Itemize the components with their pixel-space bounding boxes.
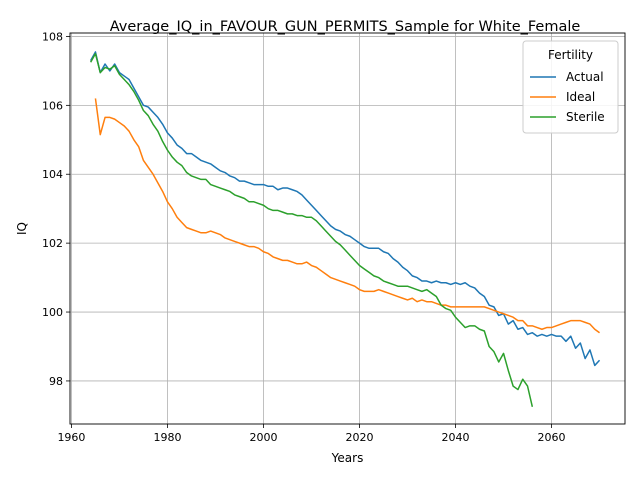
series-line-sterile [89, 52, 534, 407]
x-tick-label: 1980 [153, 431, 181, 444]
series-line-ideal [94, 98, 600, 334]
x-tick-label: 2000 [249, 431, 277, 444]
y-axis: 98 100 102 104 106 108 [42, 30, 70, 388]
grid [70, 33, 625, 424]
x-axis-label: Years [331, 451, 364, 465]
legend-label-sterile: Sterile [566, 110, 605, 124]
x-tick-label: 2020 [346, 431, 374, 444]
x-tick-label: 2060 [538, 431, 566, 444]
chart-title: Average_IQ_in_FAVOUR_GUN_PERMITS_Sample … [110, 19, 581, 35]
legend-title: Fertility [548, 48, 593, 62]
y-tick-label: 102 [42, 237, 63, 250]
y-tick-label: 98 [49, 375, 63, 388]
y-axis-label: IQ [15, 222, 29, 235]
y-tick-label: 108 [42, 30, 63, 43]
legend-frame [522, 40, 619, 134]
legend-label-actual: Actual [566, 70, 604, 84]
legend-label-ideal: Ideal [566, 90, 595, 104]
y-tick-label: 106 [42, 99, 63, 112]
legend: Fertility Actual Ideal Sterile [522, 40, 619, 134]
plot-frame [69, 32, 626, 425]
series-line-actual [89, 51, 601, 367]
y-tick-label: 100 [42, 306, 63, 319]
plot-series [89, 51, 601, 407]
x-tick-label: 1960 [57, 431, 85, 444]
x-tick-label: 2040 [442, 431, 470, 444]
x-axis: 1960 1980 2000 2020 2040 2060 [57, 424, 566, 444]
y-tick-label: 104 [42, 168, 63, 181]
legend-entries: Actual Ideal Sterile [530, 70, 605, 124]
